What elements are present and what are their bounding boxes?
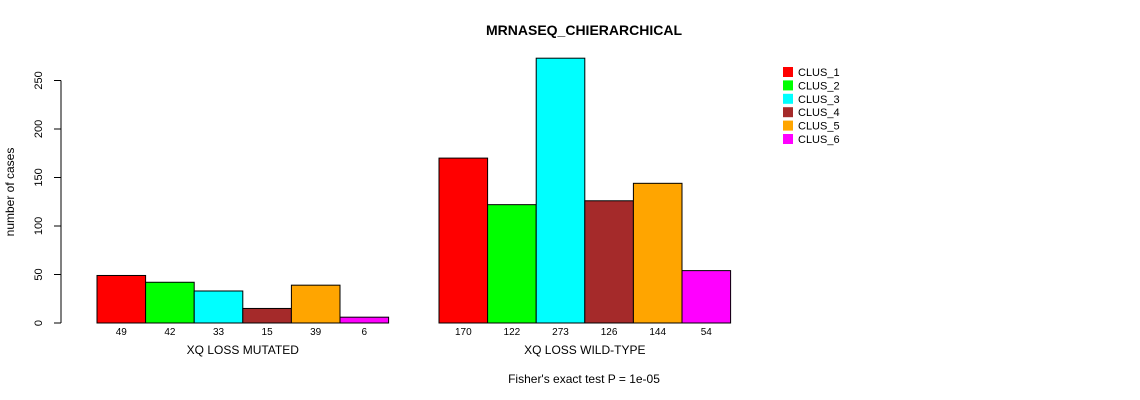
bar-clus-2 (145, 281, 195, 324)
bar-value-label: 15 (262, 327, 274, 338)
footnote: Fisher's exact test P = 1e-05 (508, 372, 660, 386)
y-tick-label: 100 (33, 217, 45, 235)
value-labels: 49 42 33 15 39 6 170 122 273 126 144 54 (116, 327, 713, 338)
bar-clus-4 (242, 307, 292, 324)
bar-value-label: 54 (701, 327, 713, 338)
y-tick-label: 250 (33, 71, 45, 89)
group-label: XQ LOSS WILD-TYPE (524, 343, 645, 357)
chart-title: MRNASEQ_CHIERARCHICAL (486, 22, 682, 38)
legend-swatch (783, 80, 793, 91)
y-tick-label: 200 (33, 120, 45, 138)
bar-value-label: 39 (310, 327, 322, 338)
y-axis: 0 50 100 150 200 250 (33, 71, 62, 326)
legend-label: CLUS_1 (798, 67, 840, 79)
bar-value-label: 49 (116, 327, 128, 338)
group-labels: XQ LOSS MUTATED XQ LOSS WILD-TYPE (187, 343, 646, 357)
bar-value-label: 273 (552, 327, 569, 338)
legend-swatch (783, 67, 793, 77)
legend-label: CLUS_2 (798, 80, 840, 92)
legend-swatch (783, 120, 793, 131)
bars (96, 57, 732, 324)
bar-value-label: 42 (164, 327, 176, 338)
legend-label: CLUS_5 (798, 121, 840, 133)
bar-value-label: 144 (649, 327, 666, 338)
bar-clus-1 (438, 157, 489, 324)
bar-clus-2 (487, 204, 537, 324)
bar-value-label: 122 (504, 327, 521, 338)
y-tick-label: 50 (33, 268, 45, 280)
bar-clus-5 (632, 182, 683, 324)
y-axis-label: number of cases (3, 148, 17, 237)
bar-clus-3 (193, 290, 244, 324)
bar-value-label: 33 (213, 327, 225, 338)
bar-clus-4 (584, 200, 634, 324)
bar-value-label: 126 (601, 327, 618, 338)
bar-clus-5 (290, 284, 341, 324)
bar-clus-1 (96, 274, 147, 324)
legend-swatch (783, 107, 793, 118)
bar-clus-6 (681, 270, 732, 324)
bar-clus-6 (339, 316, 390, 324)
legend-label: CLUS_6 (798, 134, 840, 146)
bar-clus-3 (535, 57, 586, 324)
group-label: XQ LOSS MUTATED (187, 343, 300, 357)
legend-swatch (783, 134, 793, 144)
y-tick-label: 150 (33, 168, 45, 186)
y-tick-label: 0 (33, 320, 45, 326)
bar-value-label: 6 (362, 327, 368, 338)
legend-swatch (783, 93, 793, 104)
legend-label: CLUS_3 (798, 94, 840, 106)
legend-label: CLUS_4 (798, 107, 840, 119)
bar-value-label: 170 (455, 327, 472, 338)
